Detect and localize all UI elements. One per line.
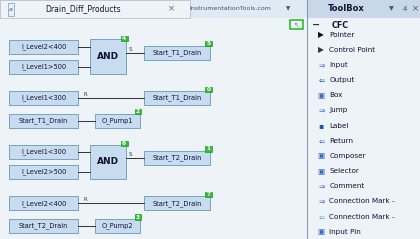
Text: Start_T1_Drain: Start_T1_Drain xyxy=(152,95,202,101)
Bar xyxy=(9,165,78,179)
Text: 4: 4 xyxy=(122,36,126,41)
Text: ▣: ▣ xyxy=(318,91,325,100)
Bar xyxy=(144,46,210,60)
Text: Return: Return xyxy=(329,138,353,144)
Bar xyxy=(95,114,139,128)
Bar xyxy=(144,91,210,105)
Text: Box: Box xyxy=(329,92,343,98)
Bar xyxy=(144,196,210,210)
Bar xyxy=(144,151,210,165)
Text: ▶: ▶ xyxy=(318,45,324,54)
Bar xyxy=(9,60,78,74)
Text: 0: 0 xyxy=(207,87,210,92)
Text: ▼: ▼ xyxy=(286,6,290,11)
Text: I_Level1<300: I_Level1<300 xyxy=(21,95,66,101)
Text: Start_T1_Drain: Start_T1_Drain xyxy=(19,117,68,124)
Text: ▣: ▣ xyxy=(318,152,325,161)
Text: Comment: Comment xyxy=(329,183,365,189)
Text: ▶: ▶ xyxy=(318,30,324,39)
Text: 6: 6 xyxy=(122,141,126,146)
Bar xyxy=(95,219,139,233)
Text: 2: 2 xyxy=(136,109,140,114)
Text: Start_T2_Drain: Start_T2_Drain xyxy=(19,223,68,229)
Text: a: a xyxy=(9,7,13,12)
Text: ToolBox: ToolBox xyxy=(328,4,365,13)
Bar xyxy=(90,39,126,74)
Bar xyxy=(205,192,212,197)
Text: ▣: ▣ xyxy=(318,227,325,236)
Bar xyxy=(9,196,78,210)
Text: InstrumentationTools.com: InstrumentationTools.com xyxy=(189,6,271,11)
Bar xyxy=(290,20,303,29)
Bar xyxy=(0,0,307,18)
Bar xyxy=(9,145,78,159)
Text: R: R xyxy=(84,197,88,202)
Text: O_Pump1: O_Pump1 xyxy=(102,117,133,124)
Bar xyxy=(0,0,190,18)
Text: ⇒: ⇒ xyxy=(318,197,325,206)
Text: 7: 7 xyxy=(206,192,210,197)
Text: Start_T2_Drain: Start_T2_Drain xyxy=(152,200,202,206)
Bar xyxy=(121,36,128,41)
Text: AND: AND xyxy=(97,52,119,61)
Bar xyxy=(134,214,142,220)
Text: 3: 3 xyxy=(136,215,140,219)
Text: S: S xyxy=(129,152,132,157)
Text: 1: 1 xyxy=(206,147,210,152)
Text: −: − xyxy=(312,20,320,30)
Text: R: R xyxy=(84,92,88,97)
Bar xyxy=(90,145,126,179)
Bar xyxy=(307,0,420,18)
Bar xyxy=(9,91,78,105)
Text: Composer: Composer xyxy=(329,153,366,159)
Text: ×: × xyxy=(168,4,175,13)
Text: ↖: ↖ xyxy=(294,22,299,28)
Bar xyxy=(205,87,212,92)
Text: ×: × xyxy=(412,4,419,13)
Bar xyxy=(9,40,78,54)
Text: ⇐: ⇐ xyxy=(318,76,325,85)
Text: Control Point: Control Point xyxy=(329,47,375,53)
Text: ⇐: ⇐ xyxy=(318,136,325,145)
Bar xyxy=(121,141,128,146)
Text: Selector: Selector xyxy=(329,168,359,174)
Text: CFC: CFC xyxy=(331,21,349,30)
Text: Start_T1_Drain: Start_T1_Drain xyxy=(152,49,202,56)
Text: Output: Output xyxy=(329,77,354,83)
Text: ▪: ▪ xyxy=(319,121,324,130)
Text: S: S xyxy=(129,47,132,52)
Bar xyxy=(8,3,14,16)
Text: ▣: ▣ xyxy=(318,167,325,176)
Text: Input: Input xyxy=(329,62,348,68)
Text: I_Level1>500: I_Level1>500 xyxy=(21,64,66,70)
Text: O_Pump2: O_Pump2 xyxy=(102,223,133,229)
Text: I_Level2<400: I_Level2<400 xyxy=(21,200,66,206)
Text: 5: 5 xyxy=(206,41,210,46)
Text: Connection Mark -: Connection Mark - xyxy=(329,214,395,220)
Bar xyxy=(134,109,142,114)
Text: Jump: Jump xyxy=(329,108,348,114)
Text: Input Pin: Input Pin xyxy=(329,229,361,235)
Bar xyxy=(205,41,212,46)
Bar xyxy=(9,219,78,233)
Text: I_Level2<400: I_Level2<400 xyxy=(21,43,66,50)
Text: AND: AND xyxy=(97,158,119,166)
Text: Label: Label xyxy=(329,123,349,129)
Text: ▼: ▼ xyxy=(389,6,394,11)
Text: ⇒: ⇒ xyxy=(318,60,325,70)
Text: Drain_Diff_Products: Drain_Diff_Products xyxy=(45,4,121,13)
Bar xyxy=(205,146,212,152)
Text: ⇒: ⇒ xyxy=(318,182,325,191)
Text: ⇐: ⇐ xyxy=(318,212,325,221)
Text: Connection Mark -: Connection Mark - xyxy=(329,199,395,205)
Text: 4: 4 xyxy=(403,6,407,12)
Bar xyxy=(9,114,78,128)
Text: Start_T2_Drain: Start_T2_Drain xyxy=(152,154,202,161)
Text: Pointer: Pointer xyxy=(329,32,354,38)
Text: I_Level1<300: I_Level1<300 xyxy=(21,148,66,155)
Text: I_Level2>500: I_Level2>500 xyxy=(21,169,66,175)
Text: ⇒: ⇒ xyxy=(318,106,325,115)
